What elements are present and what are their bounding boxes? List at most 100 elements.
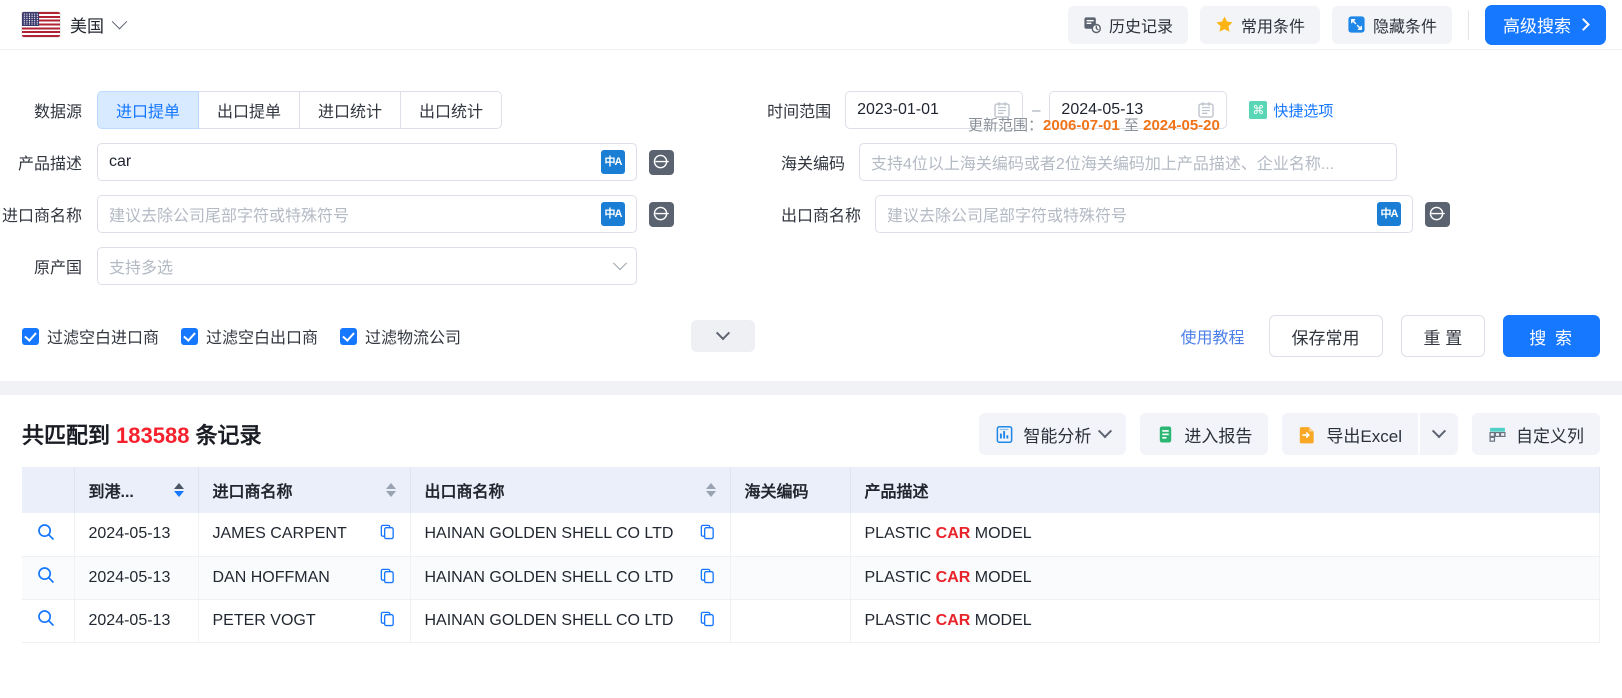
- copy-icon[interactable]: [689, 610, 716, 632]
- history-button[interactable]: 历史记录: [1067, 5, 1188, 44]
- tab-import-bill[interactable]: 进口提单: [97, 91, 200, 129]
- row-desc-pre: PLASTIC: [864, 525, 936, 543]
- hs-code-label: 海关编码: [781, 156, 846, 173]
- results-table: 到港... 进口商名称 出口商名称 海关编码: [22, 467, 1600, 643]
- save-favorite-button[interactable]: 保存常用: [1268, 315, 1383, 357]
- hs-code-input[interactable]: 支持4位以上海关编码或者2位海关编码加上产品描述、企业名称...: [859, 143, 1398, 181]
- reset-button[interactable]: 重 置: [1400, 315, 1486, 357]
- copy-icon[interactable]: [369, 610, 396, 632]
- col-exporter[interactable]: 出口商名称: [410, 467, 731, 513]
- search-detail-icon[interactable]: [36, 565, 56, 585]
- end-date-input[interactable]: 2024-05-13: [1049, 91, 1228, 129]
- row-desc-pre: PLASTIC: [864, 568, 936, 586]
- origin-country-placeholder: 支持多选: [109, 260, 174, 277]
- smart-analysis-button[interactable]: 智能分析: [979, 413, 1127, 455]
- tutorial-link[interactable]: 使用教程: [1180, 330, 1245, 347]
- export-excel-dropdown[interactable]: [1420, 413, 1458, 455]
- copy-icon[interactable]: [689, 523, 716, 545]
- quick-options-label: 快捷选项: [1273, 102, 1334, 120]
- copy-icon[interactable]: [369, 567, 396, 589]
- origin-country-select[interactable]: 支持多选: [97, 247, 637, 285]
- row-desc-pre: PLASTIC: [864, 611, 936, 629]
- col-detail: [22, 467, 75, 513]
- enter-report-button[interactable]: 进入报告: [1140, 413, 1269, 455]
- row-product-desc: PLASTIC CAR MODEL: [850, 556, 1600, 600]
- tab-export-bill[interactable]: 出口提单: [199, 91, 301, 129]
- sort-arrival-date[interactable]: [164, 483, 184, 497]
- favorites-button[interactable]: 常用条件: [1199, 5, 1320, 44]
- row-desc-post: MODEL: [970, 568, 1032, 586]
- translate-icon[interactable]: 中A: [601, 202, 625, 226]
- update-range-text: 更新范围：2006-07-01 至 2024-05-20: [968, 114, 1220, 135]
- sort-exporter[interactable]: [696, 483, 716, 497]
- tab-import-stats[interactable]: 进口统计: [300, 91, 402, 129]
- datasource-label: 数据源: [33, 104, 82, 121]
- custom-columns-button[interactable]: 自定义列: [1472, 413, 1600, 455]
- search-detail-icon[interactable]: [36, 522, 56, 542]
- copy-icon[interactable]: [369, 523, 396, 545]
- row-detail-cell[interactable]: [22, 599, 75, 643]
- collapse-icon: [1348, 16, 1365, 33]
- table-body: 2024-05-13 JAMES CARPENT H: [22, 513, 1600, 643]
- quick-options-button[interactable]: ⌘ 快捷选项: [1249, 100, 1333, 121]
- expand-filters-button[interactable]: [691, 320, 756, 352]
- hide-conditions-button[interactable]: 隐藏条件: [1331, 5, 1452, 44]
- sort-importer[interactable]: [376, 483, 396, 497]
- row-exporter-text: HAINAN GOLDEN SHELL CO LTD: [424, 568, 674, 586]
- table-row[interactable]: 2024-05-13 PETER VOGT HAIN: [22, 599, 1600, 643]
- row-importer: DAN HOFFMAN: [198, 556, 411, 600]
- results-count-suffix: 条记录: [195, 423, 262, 448]
- checkbox-checked-icon: [340, 327, 358, 345]
- checkbox-checked-icon: [181, 327, 199, 345]
- exporter-name-clear-button[interactable]: [1425, 201, 1451, 227]
- filter-blank-exporter-checkbox[interactable]: 过滤空白出口商: [181, 324, 318, 348]
- row-detail-cell[interactable]: [22, 513, 75, 557]
- table-header-row: 到港... 进口商名称 出口商名称 海关编码: [22, 467, 1600, 513]
- table-row[interactable]: 2024-05-13 JAMES CARPENT H: [22, 513, 1600, 557]
- hs-code-placeholder: 支持4位以上海关编码或者2位海关编码加上产品描述、企业名称...: [871, 156, 1335, 173]
- datasource-tabs: 进口提单 出口提单 进口统计 出口统计: [97, 91, 503, 129]
- copy-icon[interactable]: [689, 567, 716, 589]
- row-importer: JAMES CARPENT: [198, 513, 411, 557]
- export-excel-label: 导出Excel: [1326, 426, 1402, 446]
- update-range-start: 2006-07-01: [1043, 117, 1120, 134]
- col-importer[interactable]: 进口商名称: [198, 467, 411, 513]
- row-exporter: HAINAN GOLDEN SHELL CO LTD: [410, 513, 731, 557]
- search-detail-icon[interactable]: [36, 608, 56, 628]
- results-actions: 智能分析 进入报告 导出Excel: [979, 413, 1600, 455]
- command-icon: ⌘: [1249, 101, 1268, 119]
- export-excel-button[interactable]: 导出Excel: [1282, 413, 1418, 455]
- row-product-desc: PLASTIC CAR MODEL: [850, 513, 1600, 557]
- results-count-prefix: 共匹配到: [22, 423, 111, 448]
- time-range-label: 时间范围: [767, 104, 832, 121]
- row-detail-cell[interactable]: [22, 556, 75, 600]
- col-arrival-date[interactable]: 到港...: [74, 467, 199, 513]
- chevron-down-icon[interactable]: [111, 13, 128, 30]
- start-date-input[interactable]: 2023-01-01: [845, 91, 1024, 129]
- product-desc-input[interactable]: car 中A: [97, 143, 637, 181]
- translate-icon[interactable]: 中A: [1377, 202, 1402, 226]
- table-row[interactable]: 2024-05-13 DAN HOFFMAN HAI: [22, 556, 1600, 600]
- row-importer-text: DAN HOFFMAN: [212, 568, 330, 586]
- product-desc-clear-button[interactable]: [649, 149, 674, 175]
- row-desc-post: MODEL: [970, 611, 1032, 629]
- topbar-actions: 历史记录 常用条件 隐藏条件 高级搜索: [1067, 4, 1606, 45]
- importer-name-clear-button[interactable]: [649, 201, 674, 227]
- update-range-end: 2024-05-20: [1143, 117, 1220, 134]
- origin-country-label: 原产国: [33, 260, 82, 277]
- country-selector[interactable]: 美国: [22, 12, 128, 37]
- translate-icon[interactable]: 中A: [601, 150, 625, 174]
- history-icon: [1084, 17, 1101, 34]
- filter-blank-importer-checkbox[interactable]: 过滤空白进口商: [22, 324, 159, 348]
- tab-export-stats[interactable]: 出口统计: [401, 91, 503, 129]
- filter-logistics-checkbox[interactable]: 过滤物流公司: [340, 324, 461, 348]
- importer-name-input[interactable]: 建议去除公司尾部字符或特殊符号 中A: [97, 195, 637, 233]
- exporter-name-label: 出口商名称: [781, 208, 862, 225]
- search-button[interactable]: 搜 索: [1503, 315, 1600, 357]
- update-range-sep: 至: [1123, 117, 1139, 134]
- exporter-name-input[interactable]: 建议去除公司尾部字符或特殊符号 中A: [875, 195, 1414, 233]
- advanced-search-button[interactable]: 高级搜索: [1485, 4, 1606, 45]
- row-desc-highlight: CAR: [935, 568, 971, 586]
- excel-export-icon: [1300, 426, 1315, 443]
- favorites-button-label: 常用条件: [1240, 18, 1305, 36]
